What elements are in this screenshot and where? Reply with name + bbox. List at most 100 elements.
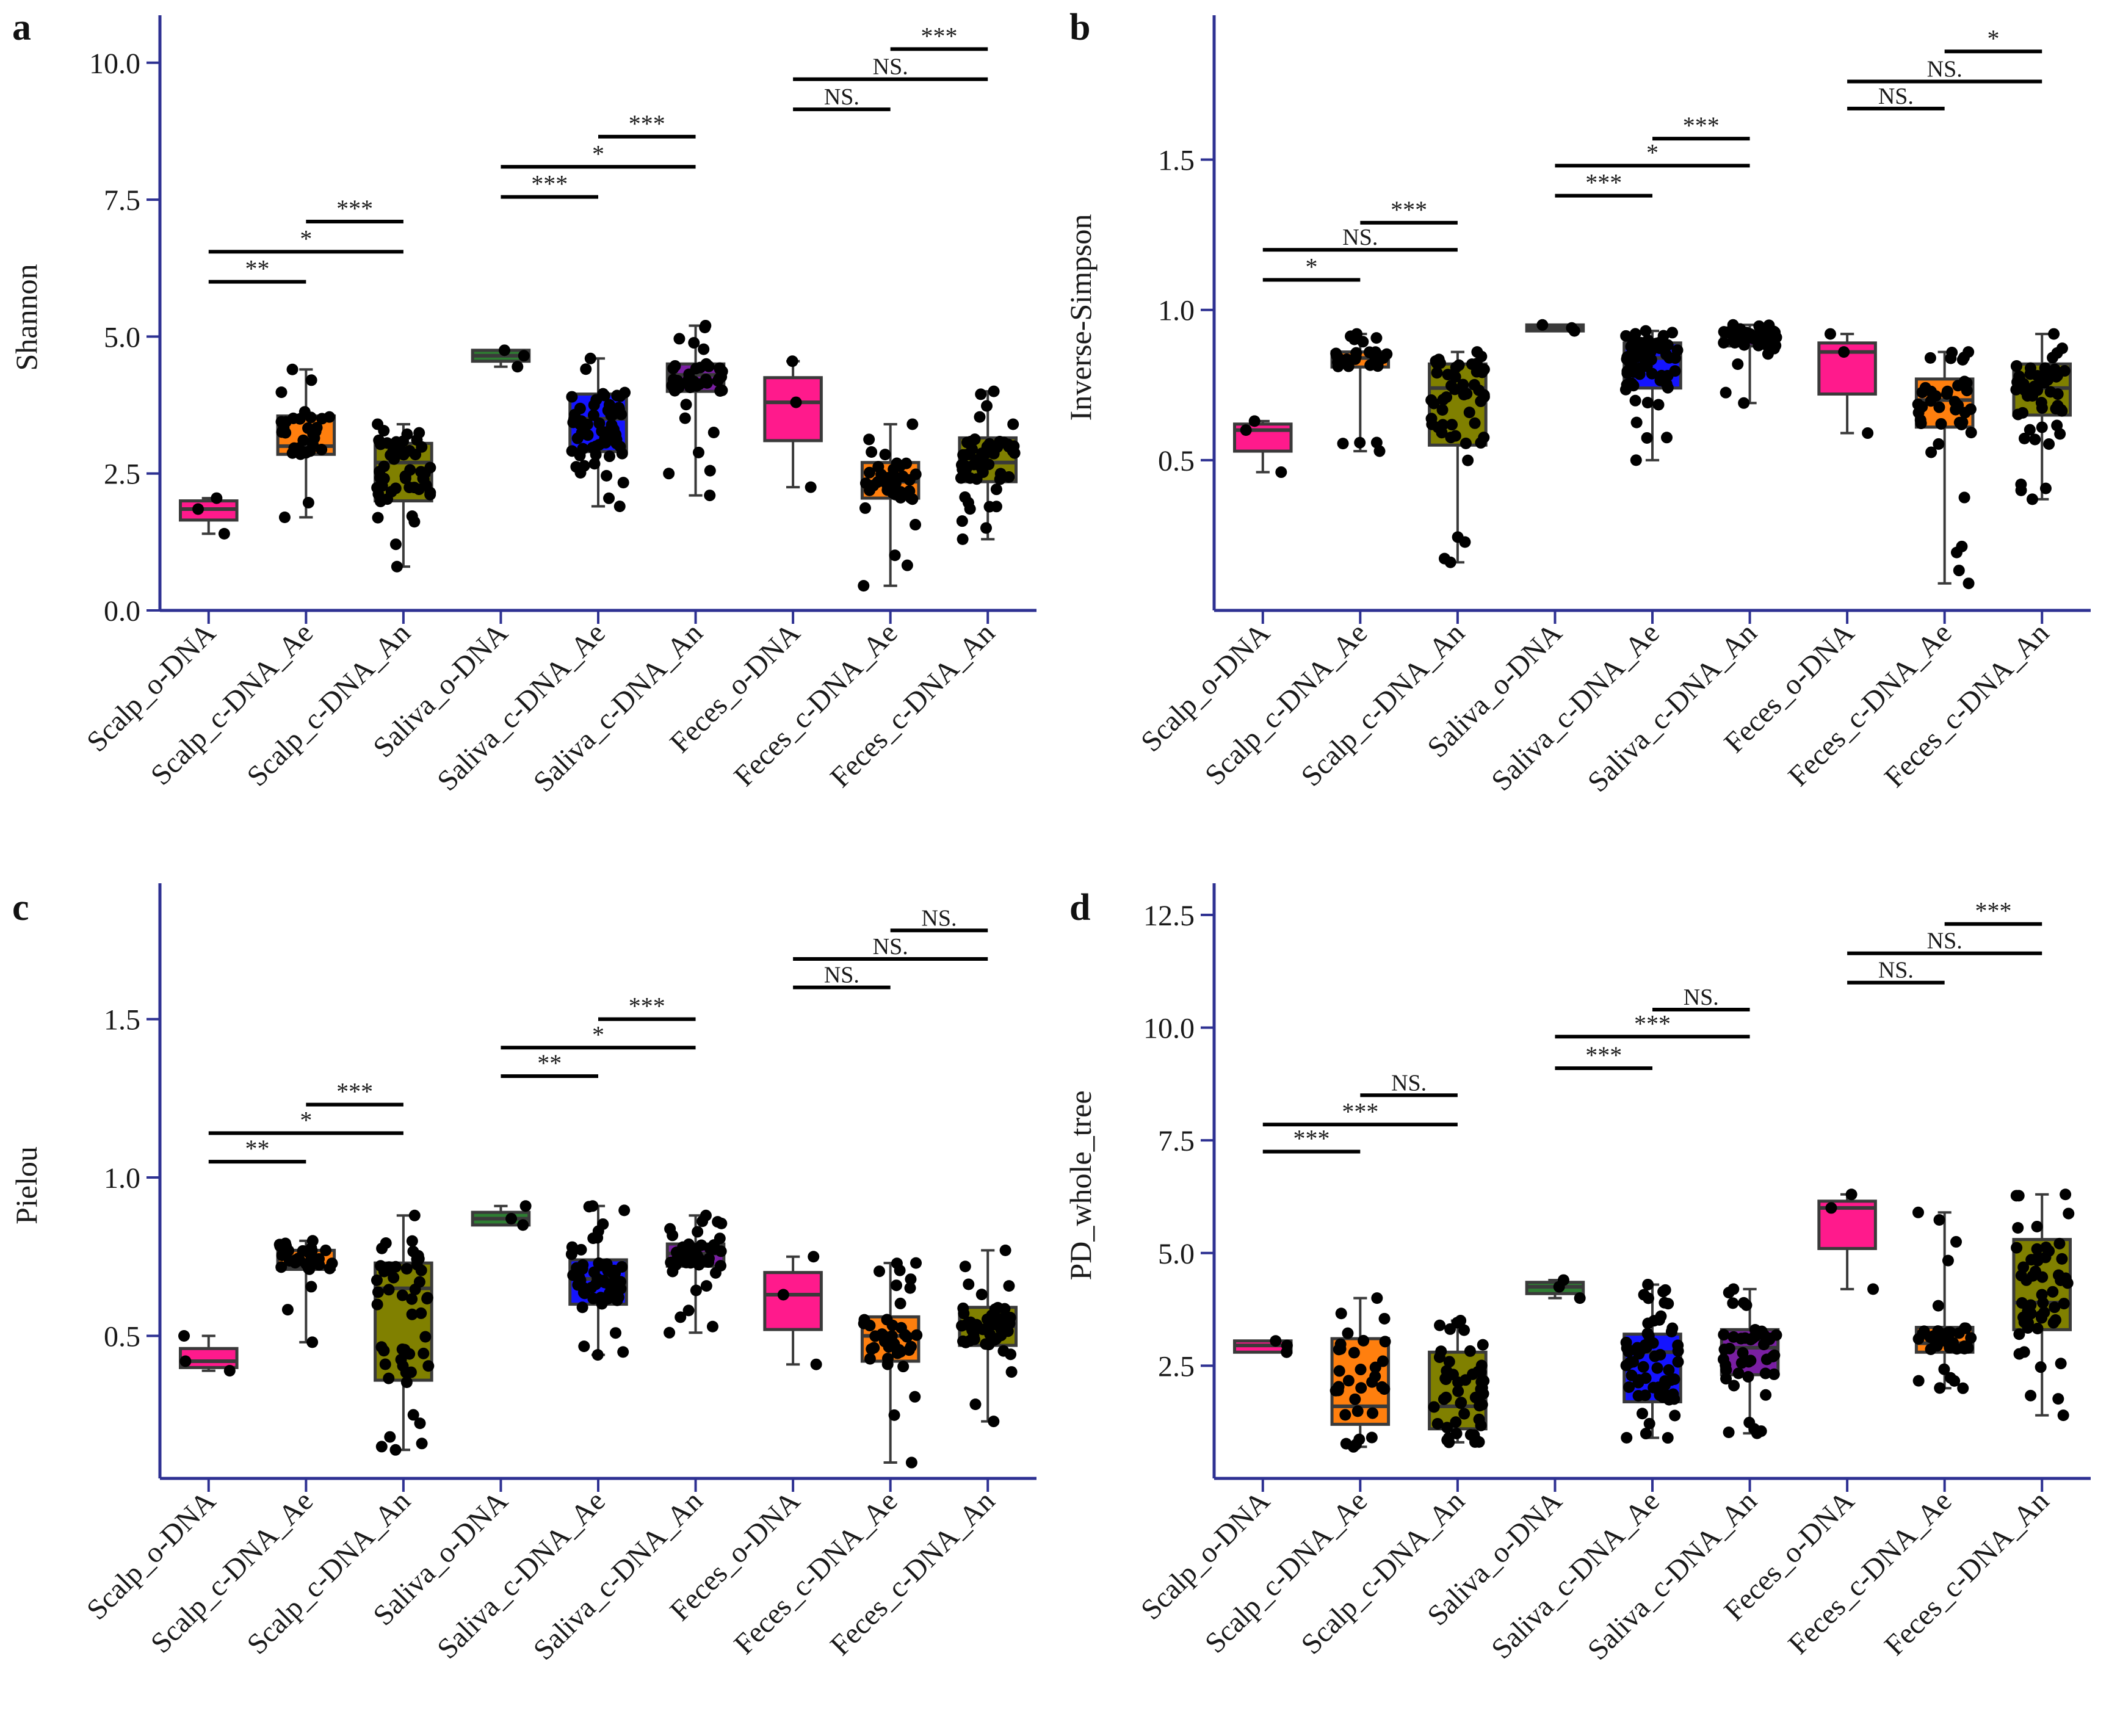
data-point (1723, 1427, 1735, 1439)
data-point (406, 1235, 418, 1247)
data-point (1720, 386, 1732, 399)
data-point (1916, 400, 1928, 413)
data-point (905, 1456, 917, 1469)
data-point (863, 433, 875, 446)
data-point (708, 1239, 720, 1251)
significance-label: * (300, 1106, 312, 1134)
x-tick-label: Saliva_c-DNA_Ae (431, 617, 612, 797)
data-point (786, 355, 798, 367)
data-point (910, 1257, 922, 1269)
data-point (384, 1431, 396, 1443)
data-point (300, 447, 312, 459)
data-point (963, 1335, 975, 1347)
data-point (2053, 1237, 2066, 1250)
data-point (1436, 403, 1449, 416)
x-tick-label: Feces_c-DNA_Ae (1782, 1485, 1958, 1660)
data-point (996, 1326, 1008, 1339)
data-point (583, 1201, 595, 1213)
data-point (983, 501, 996, 513)
data-point (864, 1320, 876, 1332)
box-group (471, 344, 531, 373)
data-point (413, 1276, 425, 1288)
data-point (1453, 359, 1465, 371)
data-point (305, 411, 317, 424)
y-tick-label: 0.5 (1158, 445, 1195, 477)
x-tick-label: Feces_c-DNA_Ae (728, 617, 903, 792)
data-point (1330, 347, 1342, 360)
data-point (868, 1342, 880, 1354)
data-point (2034, 372, 2046, 385)
panel-letter-c: c (12, 887, 29, 928)
data-point (399, 470, 411, 482)
data-point (286, 447, 298, 459)
data-point (1932, 1325, 1944, 1337)
data-point (1731, 330, 1743, 342)
significance-label: NS. (1927, 928, 1962, 954)
data-point (2055, 1274, 2067, 1286)
box-group (471, 1200, 532, 1231)
data-point (400, 1376, 413, 1389)
data-point (1642, 334, 1654, 346)
box-group (1525, 1274, 1586, 1304)
data-point (1629, 394, 1641, 407)
data-point (1958, 491, 1970, 504)
data-point (2054, 428, 2066, 440)
data-point (1934, 1382, 1946, 1394)
data-point (1536, 319, 1549, 331)
data-point (2052, 1393, 2064, 1405)
data-point (1956, 353, 1969, 366)
data-point (997, 1345, 1010, 1357)
data-point (1953, 416, 1966, 429)
data-point (1621, 367, 1633, 379)
data-point (2013, 1190, 2025, 1202)
data-point (1275, 466, 1287, 479)
data-point (2055, 1358, 2067, 1370)
data-point (424, 461, 436, 474)
data-point (406, 510, 418, 523)
data-point (618, 1204, 631, 1217)
x-tick-label: Feces_c-DNA_Ae (1782, 617, 1958, 792)
data-point (1912, 1375, 1925, 1387)
data-point (680, 399, 692, 411)
data-point (1642, 1278, 1654, 1290)
data-point (875, 468, 888, 480)
data-point (1475, 350, 1488, 363)
data-point (699, 322, 711, 334)
data-point (1728, 1380, 1740, 1392)
data-point (2014, 374, 2026, 386)
data-point (1475, 395, 1487, 407)
data-point (904, 1282, 916, 1294)
data-point (1458, 1324, 1471, 1336)
data-point (981, 400, 993, 412)
data-point (1431, 367, 1443, 379)
data-point (574, 1274, 587, 1286)
data-point (371, 1274, 383, 1286)
box-group (565, 1200, 631, 1361)
data-point (389, 1444, 402, 1456)
data-point (576, 1301, 588, 1314)
data-point (957, 1302, 969, 1314)
data-point (808, 1251, 820, 1263)
significance-label: * (1646, 139, 1659, 166)
data-point (1574, 1292, 1586, 1304)
data-point (407, 1409, 419, 1421)
data-point (302, 496, 314, 508)
data-point (1918, 1325, 1930, 1337)
data-point (326, 1257, 338, 1270)
significance-label: *** (629, 993, 665, 1020)
x-tick-label: Saliva_c-DNA_Ae (1485, 617, 1666, 797)
data-point (1370, 332, 1383, 344)
data-point (1428, 1401, 1440, 1413)
data-point (574, 402, 586, 414)
data-point (380, 1237, 392, 1250)
data-point (278, 511, 291, 523)
data-point (1630, 352, 1642, 364)
data-point (1364, 346, 1376, 358)
data-point (858, 580, 870, 592)
data-point (714, 362, 726, 374)
significance-label: NS. (1878, 84, 1914, 109)
significance-label: ** (537, 1049, 562, 1077)
data-point (580, 363, 592, 375)
data-point (373, 434, 385, 446)
